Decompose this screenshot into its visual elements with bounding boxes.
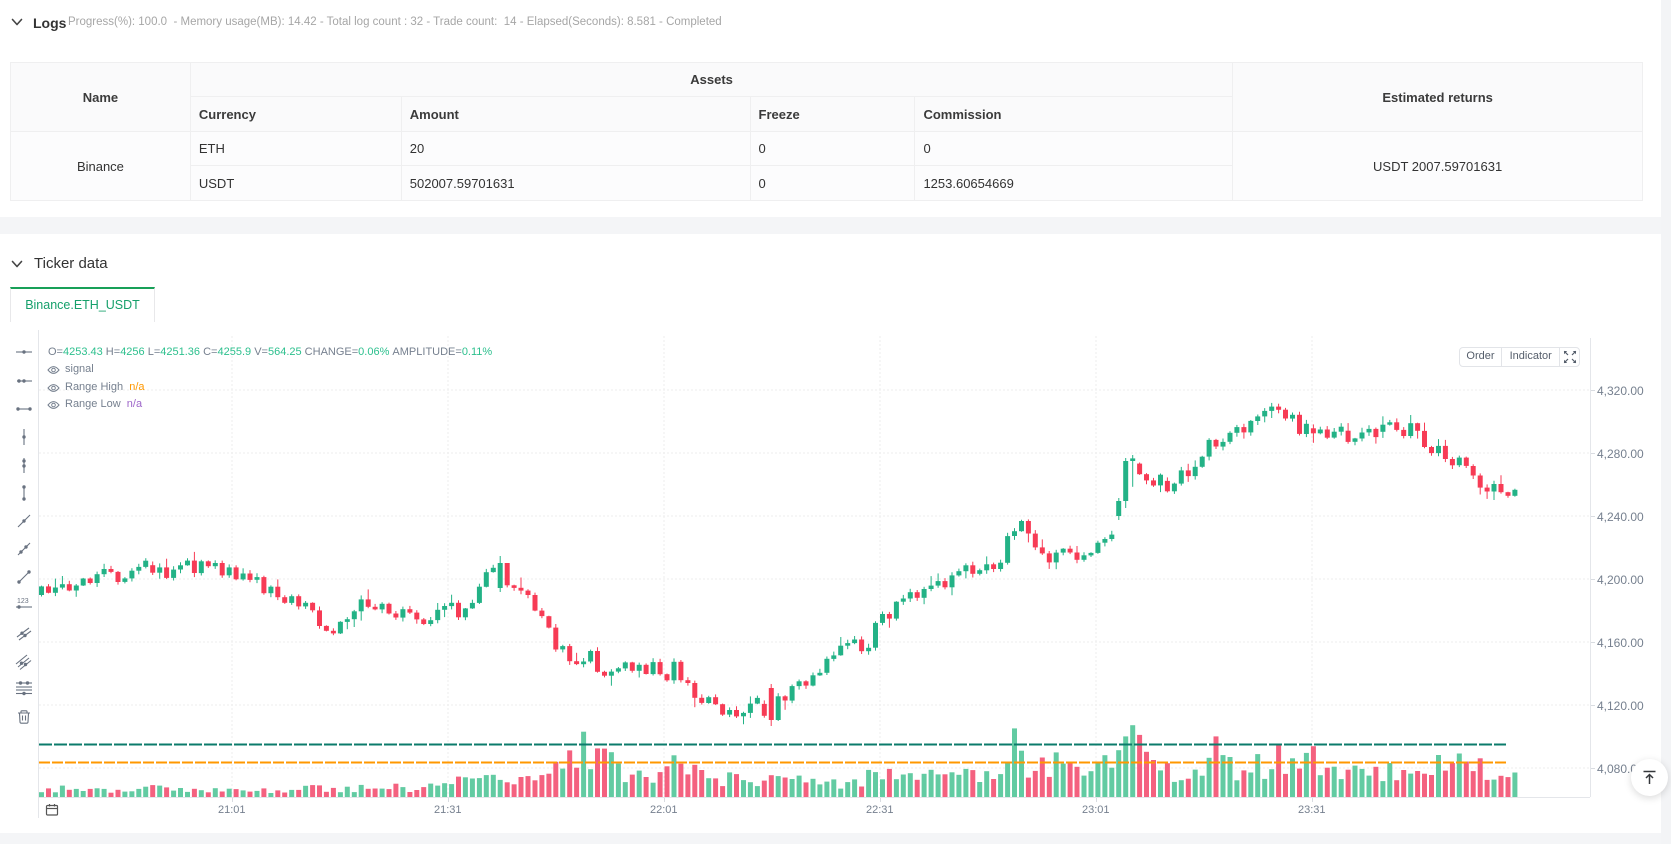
svg-text:123: 123 xyxy=(17,598,29,605)
